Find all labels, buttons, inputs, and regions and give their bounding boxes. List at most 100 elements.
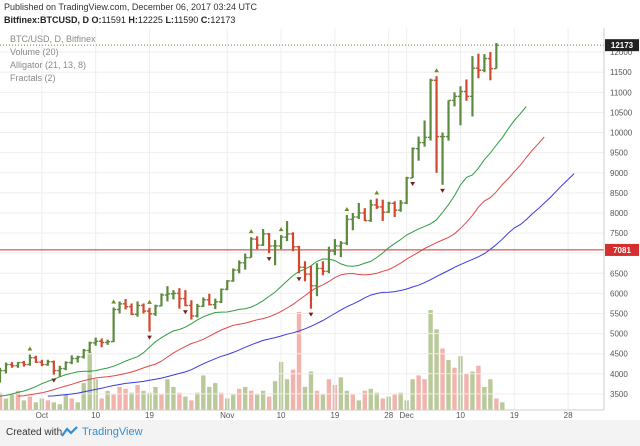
last-price-tag bbox=[605, 39, 639, 52]
volume-bar bbox=[344, 390, 350, 410]
price-tick-label: 7500 bbox=[610, 229, 628, 238]
price-tick-label: 11000 bbox=[610, 88, 632, 97]
price-tick-label: 3500 bbox=[610, 390, 628, 399]
ohlc-bar bbox=[93, 337, 99, 346]
fractal-up-marker bbox=[111, 299, 117, 304]
ohlc-bar bbox=[200, 297, 206, 308]
fractal-down-marker bbox=[266, 257, 272, 262]
volume-bar bbox=[248, 390, 254, 410]
ohlc-bar bbox=[457, 86, 464, 126]
volume-bar bbox=[219, 392, 224, 410]
ohlc-bar bbox=[272, 239, 278, 266]
volume-bar bbox=[9, 394, 15, 410]
ohlc-open-value: 11591 bbox=[101, 15, 126, 25]
volume-bar bbox=[254, 394, 260, 410]
ohlc-bar bbox=[487, 52, 493, 81]
price-tick-label: 9500 bbox=[610, 149, 628, 158]
date-tick-label: 19 bbox=[145, 411, 154, 420]
volume-bar bbox=[476, 365, 481, 410]
date-tick-label: 10 bbox=[456, 411, 465, 420]
volume-bar bbox=[3, 398, 9, 410]
fractal-up-marker bbox=[344, 206, 350, 211]
ohlc-bar bbox=[344, 214, 350, 246]
ohlc-bar bbox=[481, 54, 487, 73]
volume-bar bbox=[195, 392, 200, 410]
price-level-tag bbox=[605, 243, 639, 256]
price-tick-label: 9000 bbox=[610, 169, 628, 178]
volume-bar bbox=[422, 379, 427, 410]
volume-bar bbox=[165, 379, 170, 410]
date-tick-label: 28 bbox=[384, 411, 393, 420]
volume-layer bbox=[0, 310, 505, 410]
ohlc-bar bbox=[194, 303, 200, 318]
volume-bar bbox=[123, 388, 128, 410]
ohlc-bar bbox=[87, 341, 93, 353]
volume-bar bbox=[87, 352, 92, 410]
legend-fractals: Fractals (2) bbox=[10, 73, 56, 83]
ohlc-bar bbox=[332, 239, 338, 256]
volume-bar bbox=[488, 379, 493, 410]
ohlc-bar bbox=[338, 241, 344, 258]
date-tick-label: 10 bbox=[91, 411, 100, 420]
ohlc-bar bbox=[314, 263, 320, 297]
ohlc-bar bbox=[308, 266, 314, 309]
ohlc-bar bbox=[374, 198, 380, 209]
ohlc-bar bbox=[69, 355, 75, 365]
volume-bar bbox=[296, 311, 302, 410]
alligator-jaw-line bbox=[47, 173, 575, 397]
volume-bar bbox=[69, 398, 74, 410]
price-tick-label: 5000 bbox=[610, 330, 628, 339]
ohlc-bar bbox=[236, 260, 242, 274]
ohlc-bar bbox=[404, 176, 410, 205]
volume-bar bbox=[314, 390, 320, 410]
ohlc-bar bbox=[427, 78, 434, 141]
price-chart[interactable]: 3500400045005000550060006500700075008000… bbox=[0, 0, 640, 420]
fractal-down-marker bbox=[182, 310, 188, 315]
fractal-down-marker bbox=[440, 188, 445, 193]
fractal-down-marker bbox=[296, 277, 302, 282]
ohlc-bar bbox=[416, 136, 422, 161]
volume-bar bbox=[237, 388, 242, 410]
volume-bar bbox=[266, 396, 272, 410]
ohlc-bar bbox=[433, 76, 440, 173]
price-tick-label: 8000 bbox=[610, 209, 628, 218]
tradingview-brand: TradingView bbox=[82, 426, 143, 438]
fractal-down-marker bbox=[410, 181, 416, 186]
ohlc-open-label: O: bbox=[91, 15, 102, 25]
ohlc-bar bbox=[380, 199, 386, 222]
price-tick-label: 6000 bbox=[610, 289, 628, 298]
legend-alligator: Alligator (21, 13, 8) bbox=[10, 60, 86, 70]
ohlc-bar bbox=[475, 53, 482, 79]
ohlc-bar bbox=[105, 339, 111, 345]
price-tick-label: 10500 bbox=[610, 108, 633, 117]
ohlc-bar bbox=[410, 147, 416, 179]
volume-bar bbox=[33, 402, 39, 410]
fractals-layer bbox=[27, 68, 445, 383]
volume-bar bbox=[464, 373, 469, 410]
fractal-up-marker bbox=[278, 227, 284, 232]
volume-bar bbox=[141, 390, 146, 410]
ohlc-bar bbox=[326, 246, 332, 274]
volume-bar bbox=[15, 390, 21, 410]
volume-bar bbox=[500, 402, 505, 410]
fractal-down-marker bbox=[147, 335, 152, 340]
volume-bar bbox=[452, 367, 457, 410]
legend-volume: Volume (20) bbox=[10, 47, 59, 57]
alligator-teeth-line bbox=[17, 136, 545, 397]
volume-bar bbox=[416, 375, 421, 410]
last-price-label: 12173 bbox=[611, 41, 634, 50]
volume-bar bbox=[201, 375, 206, 410]
price-tick-label: 10000 bbox=[610, 129, 633, 138]
volume-bar bbox=[434, 329, 439, 410]
ohlc-bar bbox=[81, 348, 87, 359]
ohlc-bar bbox=[146, 307, 153, 332]
price-tick-label: 12000 bbox=[610, 48, 633, 57]
ohlc-bar bbox=[350, 212, 356, 231]
volume-bar bbox=[260, 390, 266, 410]
date-tick-label: 19 bbox=[330, 411, 339, 420]
volume-bar bbox=[75, 402, 80, 410]
ohlc-bar bbox=[170, 290, 177, 300]
ohlc-bar bbox=[176, 288, 183, 309]
price-tick-label: 4500 bbox=[610, 350, 628, 359]
ohlc-bar bbox=[57, 365, 63, 378]
